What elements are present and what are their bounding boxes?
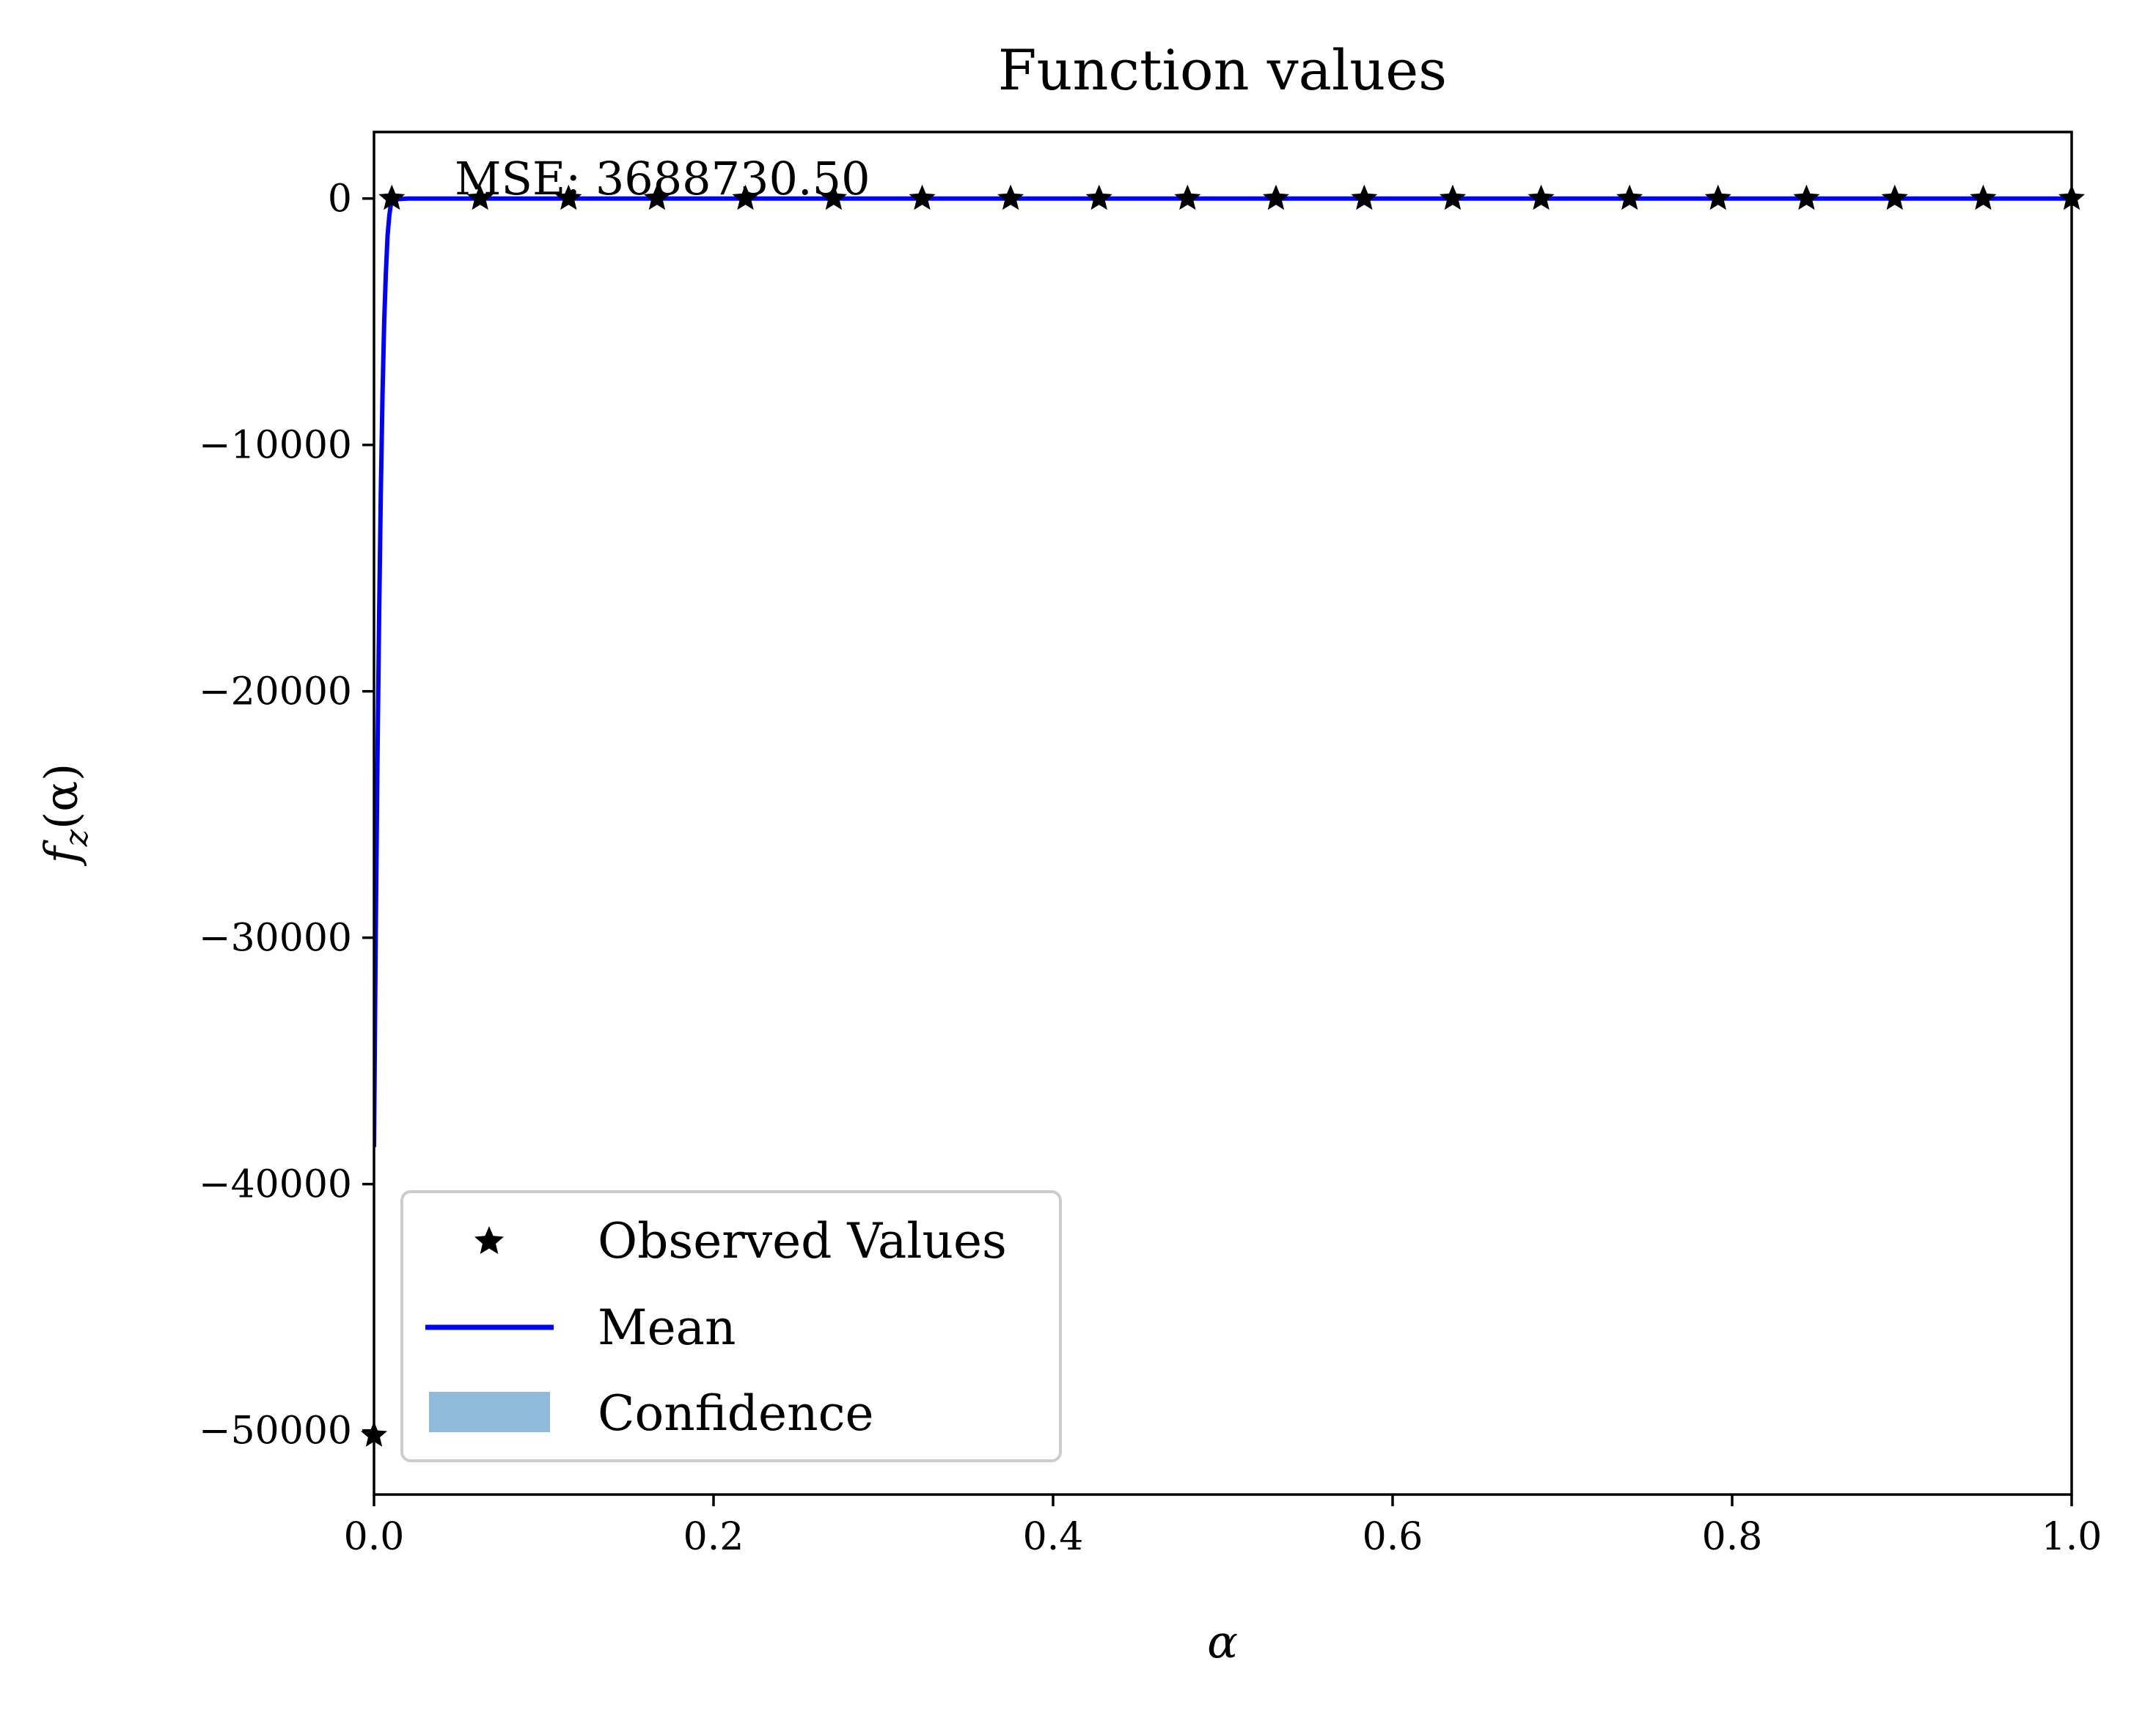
observed-point <box>1351 184 1378 210</box>
y-tick-label: −40000 <box>199 1163 352 1207</box>
x-tick-label: 0.0 <box>344 1515 405 1559</box>
y-axis-label-subscript: z <box>58 829 95 847</box>
legend-label-confidence: Confidence <box>598 1385 874 1442</box>
y-tick-label: 0 <box>328 177 352 221</box>
observed-point <box>909 184 936 210</box>
observed-point <box>466 184 494 210</box>
mse-annotation: MSE: 3688730.50 <box>455 152 870 205</box>
observed-point <box>1528 184 1555 210</box>
y-axis: 0 −10000 −20000 −30000 −40000 −50000 <box>199 177 374 1453</box>
observed-point <box>555 184 582 210</box>
axes-frame <box>373 131 2073 1496</box>
observed-point <box>378 184 406 210</box>
chart-title: Function values <box>998 37 1447 103</box>
y-axis-label-argument: (α) <box>34 763 88 829</box>
observed-point <box>1970 184 1997 210</box>
observed-point <box>1262 184 1290 210</box>
observed-point <box>1174 184 1201 210</box>
legend: Observed Values Mean Confidence <box>400 1190 1062 1462</box>
x-tick-label: 1.0 <box>2042 1515 2102 1559</box>
x-tick-label: 0.6 <box>1363 1515 1423 1559</box>
observed-point <box>820 184 847 210</box>
y-tick-label: −20000 <box>199 670 352 714</box>
observed-point <box>643 184 670 210</box>
legend-item-mean: Mean <box>425 1299 736 1356</box>
legend-item-observed: Observed Values <box>474 1213 1007 1269</box>
x-tick-label: 0.8 <box>1702 1515 1763 1559</box>
x-tick-label: 0.2 <box>683 1515 744 1559</box>
legend-star-marker <box>474 1226 504 1254</box>
legend-label-mean: Mean <box>598 1299 736 1356</box>
observed-point <box>1439 184 1467 210</box>
observed-point <box>1881 184 1908 210</box>
legend-box <box>400 1190 1062 1462</box>
observed-point <box>1793 184 1820 210</box>
x-axis: 0.0 0.2 0.4 0.6 0.8 1.0 <box>344 1495 2102 1559</box>
legend-item-confidence: Confidence <box>429 1385 874 1442</box>
y-axis-label: fz(α) <box>34 763 95 866</box>
x-axis-label: α <box>1207 1615 1238 1668</box>
y-tick-label: −10000 <box>199 424 352 468</box>
observed-point <box>997 184 1024 210</box>
y-tick-label: −30000 <box>199 917 352 961</box>
x-tick-label: 0.4 <box>1023 1515 1084 1559</box>
legend-label-observed: Observed Values <box>598 1213 1007 1269</box>
observed-point <box>732 184 759 210</box>
observed-point <box>1616 184 1643 210</box>
plot-area <box>360 184 2086 1447</box>
legend-swatch-confidence <box>429 1392 550 1432</box>
observed-point <box>1704 184 1731 210</box>
y-tick-label: −50000 <box>199 1409 352 1453</box>
observed-point <box>1085 184 1112 210</box>
